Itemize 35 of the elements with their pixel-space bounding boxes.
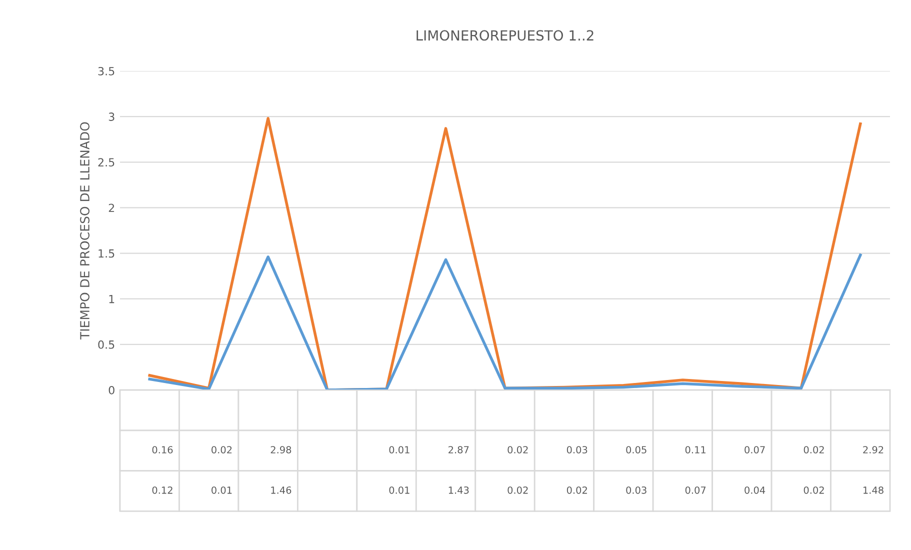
y-tick-label: 0: [108, 386, 114, 394]
data-label: 2.87: [448, 446, 469, 454]
data-label: 0.02: [212, 446, 232, 454]
data-label: 0.07: [744, 446, 765, 454]
data-label: 0.07: [685, 486, 706, 494]
data-label: 0.02: [508, 486, 528, 494]
data-label: 0.05: [626, 446, 646, 454]
data-label: 0.02: [804, 486, 824, 494]
data-label: 1.43: [448, 486, 469, 494]
data-label: 2.98: [270, 446, 292, 454]
y-tick-label: 2: [108, 204, 114, 212]
y-axis-title: TIEMPO DE PROCESO DE LLENADO: [80, 122, 90, 340]
y-tick-label: 0.5: [98, 340, 114, 349]
line-series: [148, 254, 862, 390]
data-label: 1.48: [864, 486, 884, 494]
y-tick-label: 3: [108, 112, 114, 121]
data-label: 0.03: [626, 486, 646, 494]
data-label: 0.02: [508, 446, 528, 454]
data-label: 0.01: [389, 446, 410, 454]
y-tick-label: 1.5: [98, 249, 114, 258]
data-label: 0.11: [685, 446, 706, 454]
data-label: 0.01: [212, 486, 232, 494]
data-label: 0.02: [566, 486, 587, 494]
y-tick-label: 1: [109, 294, 114, 304]
data-label: 1.46: [271, 486, 292, 494]
chart-title: LIMONEROREPUESTO 1..2: [416, 30, 594, 41]
y-tick-label: 2.5: [98, 158, 114, 167]
data-label: 0.04: [744, 486, 766, 494]
data-label: 0.02: [804, 446, 824, 454]
data-label: 0.12: [152, 486, 172, 494]
data-label: 0.16: [152, 446, 173, 454]
data-label: 2.92: [863, 446, 884, 454]
y-tick-label: 3.5: [98, 66, 114, 76]
data-label: 0.03: [566, 446, 588, 454]
data-label: 0.01: [389, 486, 410, 494]
